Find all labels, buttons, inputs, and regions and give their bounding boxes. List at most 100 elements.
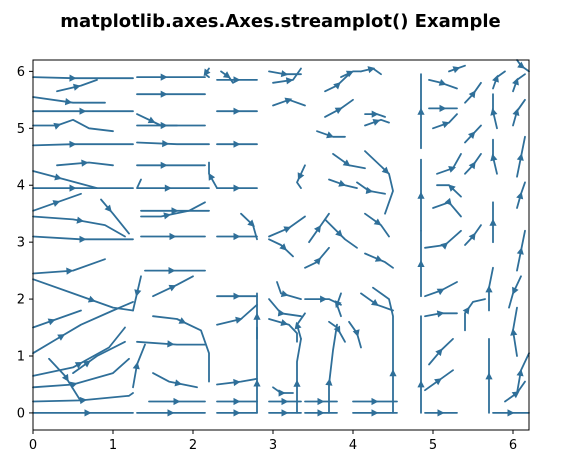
stream-arrow	[371, 397, 379, 406]
streamline	[324, 218, 358, 249]
stream-arrow	[253, 379, 261, 387]
stream-arrow	[164, 184, 172, 192]
stream-arrow	[452, 66, 461, 74]
chart-title: matplotlib.axes.Axes.streamplot() Exampl…	[60, 11, 501, 32]
stream-arrow	[278, 389, 286, 397]
stream-arrow	[281, 397, 289, 406]
stream-arrow	[326, 131, 334, 139]
stream-arrow	[277, 309, 286, 317]
stream-arrow	[373, 218, 382, 226]
streamline	[152, 315, 210, 383]
stream-arrow	[64, 98, 73, 106]
stream-arrow	[468, 161, 476, 170]
stream-arrow	[73, 83, 81, 91]
stream-arrow	[253, 312, 261, 320]
stream-arrow	[169, 232, 177, 241]
streamline	[32, 326, 126, 377]
stream-arrow	[374, 255, 383, 262]
stream-arrow	[417, 107, 425, 115]
stream-arrow	[297, 172, 305, 181]
y-tick-label: 1	[17, 350, 25, 365]
stream-arrow	[333, 82, 341, 90]
stream-arrow	[345, 70, 354, 78]
stream-arrow	[247, 219, 255, 227]
stream-arrow	[417, 191, 425, 199]
x-tick-label: 6	[509, 438, 517, 453]
stream-arrow	[313, 257, 321, 265]
stream-arrow	[371, 299, 379, 306]
stream-arrow	[174, 379, 183, 387]
stream-arrow	[371, 110, 379, 118]
stream-arrow	[512, 108, 520, 116]
stream-arrow	[462, 306, 470, 315]
stream-arrow	[417, 380, 425, 388]
stream-arrow	[284, 97, 293, 105]
streamline	[32, 392, 134, 403]
stream-arrow	[389, 369, 397, 377]
streamline	[32, 357, 130, 389]
stream-arrow	[516, 247, 524, 255]
stream-arrow	[160, 161, 168, 169]
streamline	[152, 372, 198, 389]
stream-arrow	[233, 232, 241, 241]
stream-arrow	[281, 409, 289, 417]
streamline	[276, 281, 302, 300]
stream-arrow	[57, 334, 66, 341]
stream-arrow	[69, 184, 77, 192]
x-tick-label: 5	[429, 438, 437, 453]
x-tick-label: 0	[29, 438, 37, 453]
stream-arrow	[167, 340, 175, 348]
stream-arrow	[233, 184, 241, 192]
stream-arrow	[134, 289, 142, 297]
stream-arrow	[235, 316, 243, 324]
stream-arrow	[325, 378, 333, 386]
stream-arrow	[517, 61, 525, 69]
stream-arrow	[79, 235, 87, 243]
stream-arrow	[417, 260, 425, 267]
stream-arrow	[510, 328, 518, 336]
streamline	[32, 96, 106, 104]
stream-arrow	[320, 295, 328, 303]
streamline	[32, 118, 114, 133]
streamline	[136, 178, 210, 189]
stream-arrow	[233, 397, 241, 406]
stream-arrow	[436, 288, 445, 296]
streamline	[72, 340, 126, 374]
streamline	[364, 118, 390, 127]
stream-arrow	[53, 122, 62, 130]
stream-arrow	[52, 200, 61, 207]
stream-arrow	[76, 216, 84, 224]
streamlines-layer	[32, 59, 530, 417]
streamline	[364, 252, 394, 269]
stream-arrow	[69, 140, 77, 148]
stream-arrow	[74, 362, 83, 369]
stream-arrow	[69, 74, 77, 82]
streamline	[136, 113, 178, 127]
stream-arrow	[516, 368, 524, 377]
stream-arrow	[82, 360, 91, 368]
stream-arrow	[367, 66, 376, 74]
stream-arrow	[162, 140, 170, 148]
stream-arrow	[516, 191, 524, 200]
stream-arrow	[283, 226, 292, 233]
stream-arrow	[507, 409, 515, 417]
stream-arrow	[280, 70, 289, 78]
y-tick-label: 0	[17, 406, 25, 421]
stream-arrow	[285, 77, 294, 85]
streamline	[152, 275, 194, 298]
y-tick-label: 2	[17, 293, 25, 308]
stream-arrow	[81, 159, 89, 167]
y-tick-label: 6	[17, 65, 25, 80]
stream-arrow	[84, 409, 92, 417]
stream-arrow	[438, 79, 447, 86]
stream-arrow	[160, 73, 168, 81]
stream-arrow	[434, 378, 442, 386]
axes-frame	[32, 59, 530, 431]
stream-arrow	[294, 321, 302, 330]
stream-arrow	[490, 153, 498, 162]
stream-arrow	[468, 90, 476, 99]
stream-arrow	[338, 179, 347, 187]
stream-arrow	[317, 397, 325, 406]
stream-arrow	[173, 397, 181, 406]
